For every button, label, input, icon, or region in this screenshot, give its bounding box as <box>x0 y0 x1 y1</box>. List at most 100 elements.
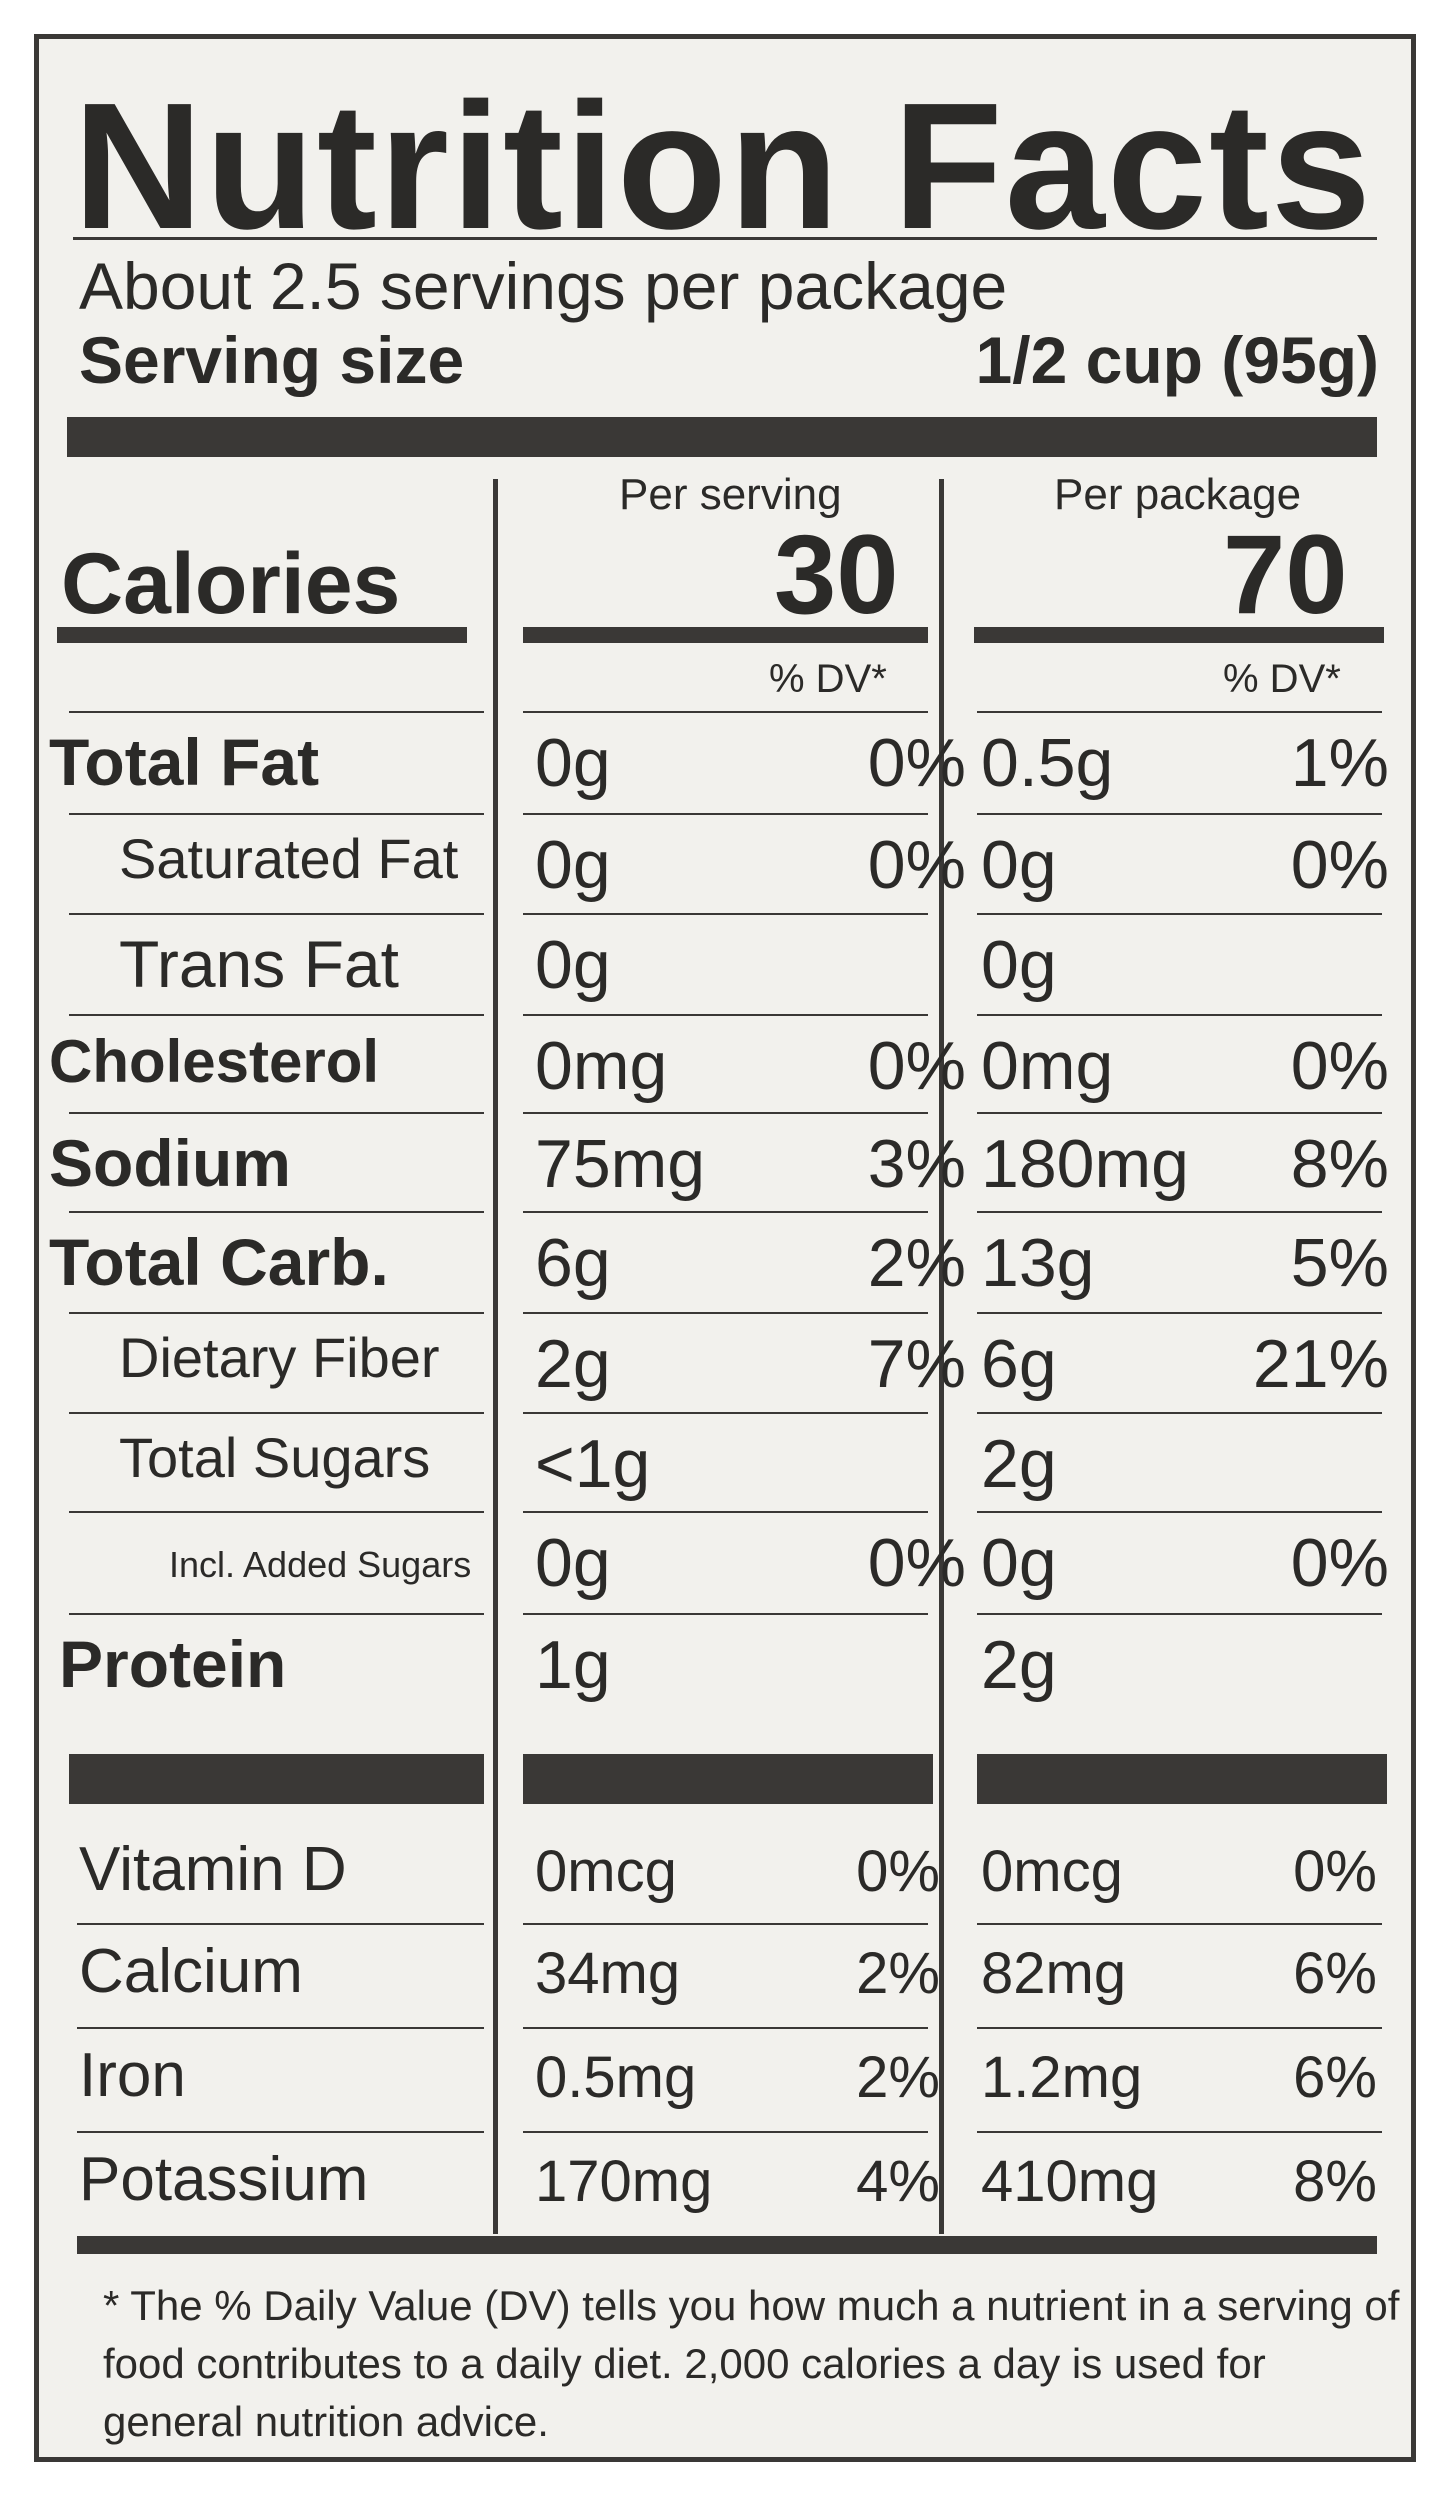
package-amount: 0.5g <box>981 725 1114 801</box>
row-divider <box>523 1511 928 1513</box>
package-dv: 0% <box>1290 1028 1389 1104</box>
vitamin-serving-amount: 0.5mg <box>535 2045 697 2110</box>
vitamin-serving-amount: 0mcg <box>535 1839 677 1904</box>
serving-dv: 0% <box>867 1028 966 1104</box>
vitamin-package-dv: 6% <box>1293 1941 1377 2006</box>
row-divider <box>977 2131 1382 2133</box>
row-divider <box>523 1211 928 1213</box>
vitamin-serving-dv: 2% <box>856 2045 940 2110</box>
row-divider <box>69 1211 484 1213</box>
serving-amount: 6g <box>535 1225 611 1301</box>
package-dv: 5% <box>1290 1225 1389 1301</box>
package-dv: 0% <box>1290 1525 1389 1601</box>
nutrient-label: Dietary Fiber <box>119 1326 440 1389</box>
calories-label: Calories <box>61 536 401 632</box>
row-divider <box>523 913 928 915</box>
serving-amount: 1g <box>535 1627 611 1703</box>
package-dv: 8% <box>1290 1126 1389 1202</box>
calories-per-package: 70 <box>1223 512 1348 637</box>
vitamin-label: Vitamin D <box>79 1835 347 1904</box>
serving-dv: 0% <box>867 1525 966 1601</box>
package-dv: 0% <box>1290 827 1389 903</box>
serving-dv: 7% <box>867 1326 966 1402</box>
vitamin-package-dv: 6% <box>1293 2045 1377 2110</box>
per-serving-header: Per serving <box>619 470 842 519</box>
row-divider <box>977 1211 1382 1213</box>
row-divider <box>69 913 484 915</box>
nutrient-label: Cholesterol <box>49 1028 380 1095</box>
serving-amount: 0mg <box>535 1028 668 1104</box>
row-divider <box>977 711 1382 713</box>
serving-amount: 0g <box>535 725 611 801</box>
vitamin-package-amount: 0mcg <box>981 1839 1123 1904</box>
nutrient-label: Trans Fat <box>119 927 399 1001</box>
serving-dv: 2% <box>867 1225 966 1301</box>
row-divider <box>523 1412 928 1414</box>
row-divider <box>523 1014 928 1016</box>
serving-amount: <1g <box>535 1426 651 1502</box>
row-divider <box>77 2027 484 2029</box>
nutrient-label: Total Fat <box>49 725 320 799</box>
row-divider <box>523 813 928 815</box>
package-amount: 0mg <box>981 1028 1114 1104</box>
footnote: * The % Daily Value (DV) tells you how m… <box>103 2282 1400 2445</box>
separator-bar-label <box>69 1754 484 1804</box>
row-divider <box>77 2131 484 2133</box>
vitamin-label: Potassium <box>79 2145 369 2214</box>
vitamin-package-amount: 82mg <box>981 1941 1127 2006</box>
row-divider <box>977 1312 1382 1314</box>
row-divider <box>523 1112 928 1114</box>
separator-bar-package <box>977 1754 1387 1804</box>
nutrient-label: Incl. Added Sugars <box>169 1544 472 1585</box>
calories-bar-package <box>974 627 1384 643</box>
package-amount: 2g <box>981 1627 1057 1703</box>
calories-bar-label <box>57 627 467 643</box>
serving-amount: 0g <box>535 927 611 1003</box>
row-divider <box>523 1613 928 1615</box>
package-amount: 180mg <box>981 1126 1189 1202</box>
row-divider <box>977 1613 1382 1615</box>
row-divider <box>977 2027 1382 2029</box>
column-divider-1 <box>493 479 498 2234</box>
bottom-bar <box>77 2236 1377 2254</box>
row-divider <box>977 1412 1382 1414</box>
row-divider <box>69 813 484 815</box>
package-amount: 0g <box>981 927 1057 1003</box>
nutrient-label: Sodium <box>49 1126 291 1200</box>
serving-amount: 0g <box>535 1525 611 1601</box>
header-thick-bar <box>67 417 1377 457</box>
vitamin-package-dv: 0% <box>1293 1839 1377 1904</box>
nutrition-facts-panel: Nutrition Facts About 2.5 servings per p… <box>34 34 1416 2462</box>
per-package-header: Per package <box>1054 470 1302 519</box>
serving-size-value: 1/2 cup (95g) <box>975 323 1379 397</box>
row-divider <box>977 1923 1382 1925</box>
vitamin-serving-amount: 170mg <box>535 2149 713 2214</box>
package-amount: 0g <box>981 827 1057 903</box>
servings-per-package: About 2.5 servings per package <box>79 249 1008 323</box>
column-divider-2 <box>939 479 944 2234</box>
vitamin-serving-amount: 34mg <box>535 1941 681 2006</box>
row-divider <box>523 2027 928 2029</box>
row-divider <box>69 1014 484 1016</box>
row-divider <box>523 1923 928 1925</box>
row-divider <box>523 1312 928 1314</box>
separator-bar-serving <box>523 1754 933 1804</box>
vitamin-serving-dv: 2% <box>856 1941 940 2006</box>
calories-per-serving: 30 <box>774 512 899 637</box>
row-divider <box>69 1112 484 1114</box>
nutrient-label: Total Carb. <box>49 1225 389 1299</box>
row-divider <box>977 1112 1382 1114</box>
serving-size-label: Serving size <box>79 323 465 397</box>
serving-dv: 3% <box>867 1126 966 1202</box>
vitamin-package-dv: 8% <box>1293 2149 1377 2214</box>
row-divider <box>69 1412 484 1414</box>
package-amount: 2g <box>981 1426 1057 1502</box>
dv-header-serving: % DV* <box>769 657 887 701</box>
panel-title: Nutrition Facts <box>73 66 1374 267</box>
package-dv: 21% <box>1252 1326 1389 1402</box>
serving-dv: 0% <box>867 827 966 903</box>
row-divider <box>69 1511 484 1513</box>
vitamin-package-amount: 1.2mg <box>981 2045 1143 2110</box>
package-amount: 6g <box>981 1326 1057 1402</box>
title-divider <box>73 237 1377 240</box>
